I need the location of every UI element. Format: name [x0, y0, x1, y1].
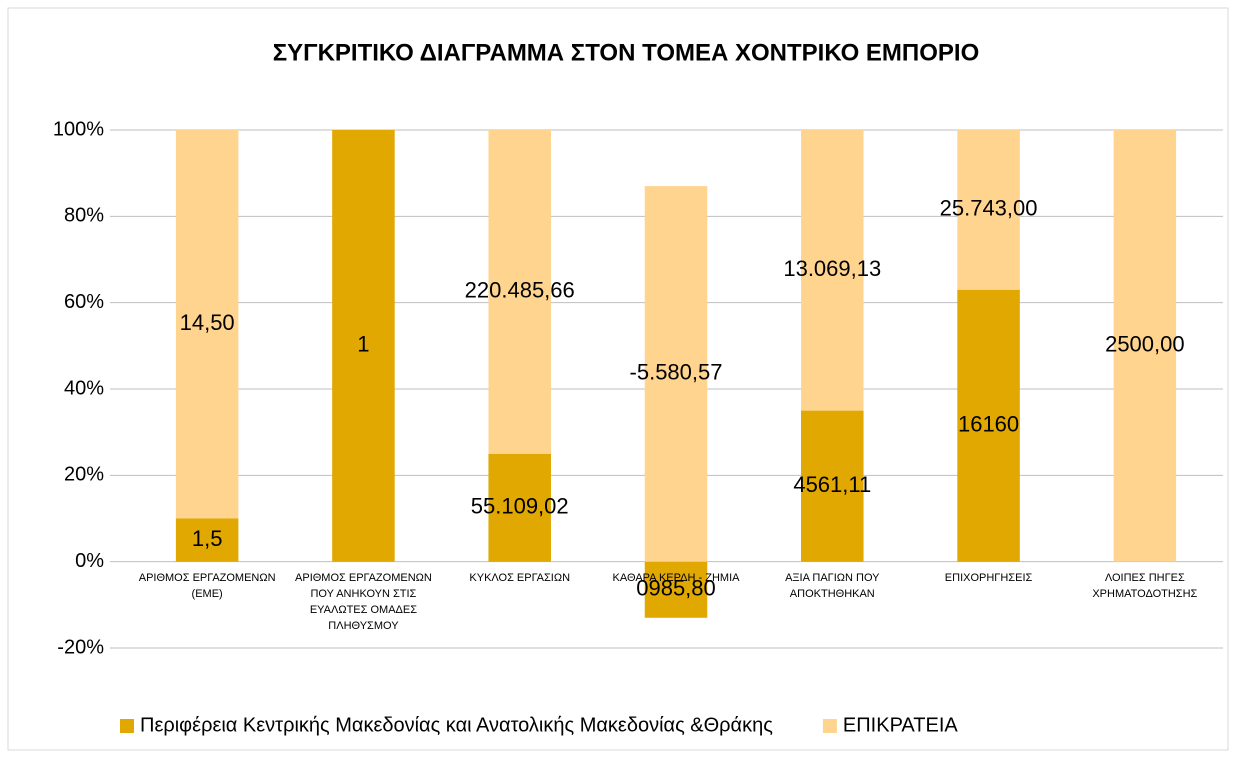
data-label: -5.580,57 [630, 360, 723, 385]
y-tick-label: 40% [64, 377, 104, 399]
legend-swatch [120, 719, 134, 733]
data-label: 25.743,00 [940, 196, 1038, 221]
y-tick-label: 80% [64, 205, 104, 227]
data-label: 2500,00 [1105, 332, 1185, 357]
x-tick-label: ΚΑΘΑΡΑ ΚΕΡΔΗ - ΖΗΜΙΑ [612, 571, 740, 584]
bar-segment [957, 130, 1020, 290]
x-tick-label-box: ΚΑΘΑΡΑ ΚΕΡΔΗ - ΖΗΜΙΑ [612, 571, 740, 584]
chart-border [7, 7, 1229, 751]
data-label: 13.069,13 [783, 256, 881, 281]
bar-segment [801, 130, 864, 411]
bar-segment [957, 289, 1020, 562]
data-label: 4561,11 [793, 472, 871, 497]
x-tick-label: ΕΠΙΧΟΡΗΓΗΣΕΙΣ [944, 571, 1033, 584]
y-tick-label: -20% [57, 636, 104, 658]
legend-swatch [822, 719, 837, 733]
y-tick-label: 0% [75, 550, 104, 572]
x-tick-label: ΑΞΙΑ ΠΑΓΙΩΝ ΠΟΥ ΑΠΟΚΤΗΘΗΚΑΝ [785, 571, 880, 600]
data-label: 14,50 [180, 310, 235, 335]
bar-segment [644, 561, 708, 618]
x-tick-label-box: ΕΠΙΧΟΡΗΓΗΣΕΙΣ [944, 571, 1033, 584]
legend-label: Περιφέρεια Κεντρικής Μακεδονίας και Ανατ… [140, 714, 773, 736]
chart-title: ΣΥΓΚΡΙΤΙΚΟ ΔΙΑΓΡΑΜΜΑ ΣΤΟΝ ΤΟΜΕΑ ΧΟΝΤΡΙΚΟ… [273, 39, 980, 66]
x-tick-label-box: ΑΞΙΑ ΠΑΓΙΩΝ ΠΟΥ ΑΠΟΚΤΗΘΗΚΑΝ [785, 571, 880, 600]
y-tick-label: 20% [64, 464, 104, 486]
data-label: 220.485,66 [465, 278, 575, 303]
bar-segment [1113, 130, 1177, 562]
x-tick-label: ΑΡΙΘΜΟΣ ΕΡΓΑΖΟΜΕΝΩΝ ΠΟΥ ΑΝΗΚΟΥΝ ΣΤΙΣ ΕΥΑ… [295, 571, 432, 632]
x-tick-label: ΚΥΚΛΟΣ ΕΡΓΑΣΙΩΝ [469, 571, 571, 584]
bar-segment [175, 518, 239, 562]
data-label: 16160 [958, 412, 1019, 437]
bar-segment [332, 130, 395, 562]
bar-segment [801, 410, 864, 562]
y-tick-label: 60% [64, 291, 104, 313]
x-tick-label: ΛΟΙΠΕΣ ΠΗΓΕΣ ΧΡΗΜΑΤΟΔΟΤΗΣΗΣ [1092, 571, 1198, 600]
y-tick-label: 100% [53, 118, 104, 140]
x-tick-label: ΑΡΙΘΜΟΣ ΕΡΓΑΖΟΜΕΝΩΝ (ΕΜΕ) [138, 571, 276, 600]
legend-label: ΕΠΙΚΡΑΤΕΙΑ [843, 714, 959, 736]
x-tick-label-box: ΑΡΙΘΜΟΣ ΕΡΓΑΖΟΜΕΝΩΝ (ΕΜΕ) [138, 571, 276, 600]
bar-segment [175, 130, 239, 519]
data-label: 1 [357, 332, 369, 357]
bar-segment [488, 453, 551, 562]
data-label: 55.109,02 [471, 494, 569, 519]
data-label: 0985,80 [636, 576, 716, 601]
data-label: 1,5 [192, 526, 223, 551]
bar-segment [644, 186, 708, 562]
bar-segment [488, 130, 551, 454]
x-tick-label-box: ΚΥΚΛΟΣ ΕΡΓΑΣΙΩΝ [469, 571, 571, 584]
x-tick-label-box: ΑΡΙΘΜΟΣ ΕΡΓΑΖΟΜΕΝΩΝ ΠΟΥ ΑΝΗΚΟΥΝ ΣΤΙΣ ΕΥΑ… [295, 571, 432, 632]
x-tick-label-box: ΛΟΙΠΕΣ ΠΗΓΕΣ ΧΡΗΜΑΤΟΔΟΤΗΣΗΣ [1092, 571, 1198, 600]
